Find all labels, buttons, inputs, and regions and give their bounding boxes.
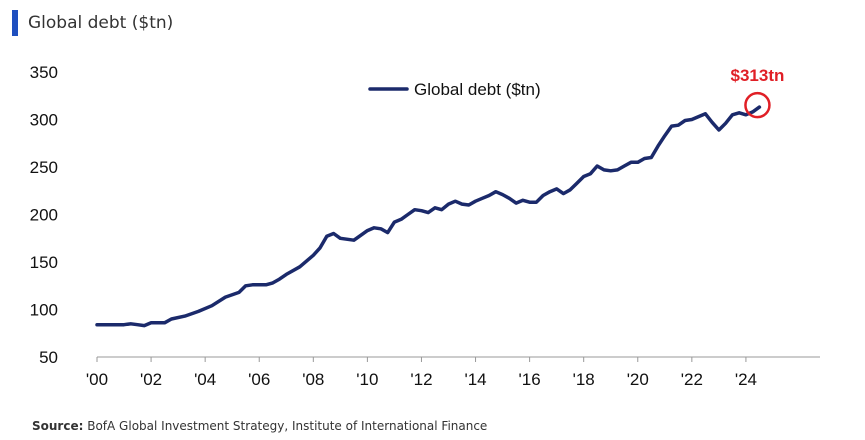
y-tick-label: 100 bbox=[30, 301, 58, 320]
x-tick-label: '18 bbox=[573, 370, 595, 389]
y-tick-label: 350 bbox=[30, 63, 58, 82]
x-tick-label: '00 bbox=[86, 370, 108, 389]
x-tick-label: '08 bbox=[302, 370, 324, 389]
y-tick-label: 50 bbox=[39, 348, 58, 367]
highlight-circle bbox=[744, 91, 771, 119]
x-tick-label: '04 bbox=[194, 370, 216, 389]
x-tick-label: '02 bbox=[140, 370, 162, 389]
series-layer bbox=[95, 105, 762, 328]
series-line bbox=[95, 105, 762, 328]
y-axis: 50 100 150 200 250 300 350 bbox=[30, 63, 58, 367]
title-accent-bar bbox=[12, 10, 18, 36]
source-label: Source: bbox=[32, 419, 84, 433]
x-axis: '00 '02 '04 '06 '08 '10 '12 '14 '16 '18 '20 '22 '24 bbox=[86, 357, 757, 389]
y-tick-label: 150 bbox=[30, 253, 58, 272]
source-text: BofA Global Investment Strategy, Institu… bbox=[87, 419, 488, 433]
y-tick-label: 250 bbox=[30, 158, 58, 177]
chart-title: Global debt ($tn) bbox=[28, 13, 174, 33]
x-tick-label: '12 bbox=[410, 370, 432, 389]
source-note: Source: BofA Global Investment Strategy,… bbox=[32, 419, 487, 433]
x-tick-label: '20 bbox=[627, 370, 649, 389]
x-tick-label: '14 bbox=[464, 370, 486, 389]
y-tick-label: 200 bbox=[30, 206, 58, 225]
x-tick-label: '16 bbox=[519, 370, 541, 389]
y-tick-label: 300 bbox=[30, 111, 58, 130]
x-tick-label: '06 bbox=[248, 370, 270, 389]
x-tick-label: '24 bbox=[735, 370, 757, 389]
annotation-label: $313tn bbox=[731, 66, 785, 85]
annotation: $313tn bbox=[731, 66, 785, 119]
x-tick-label: '10 bbox=[356, 370, 378, 389]
legend: Global debt ($tn) bbox=[368, 80, 541, 99]
legend-label: Global debt ($tn) bbox=[414, 80, 541, 99]
x-tick-label: '22 bbox=[681, 370, 703, 389]
chart-title-block: Global debt ($tn) bbox=[12, 8, 173, 38]
